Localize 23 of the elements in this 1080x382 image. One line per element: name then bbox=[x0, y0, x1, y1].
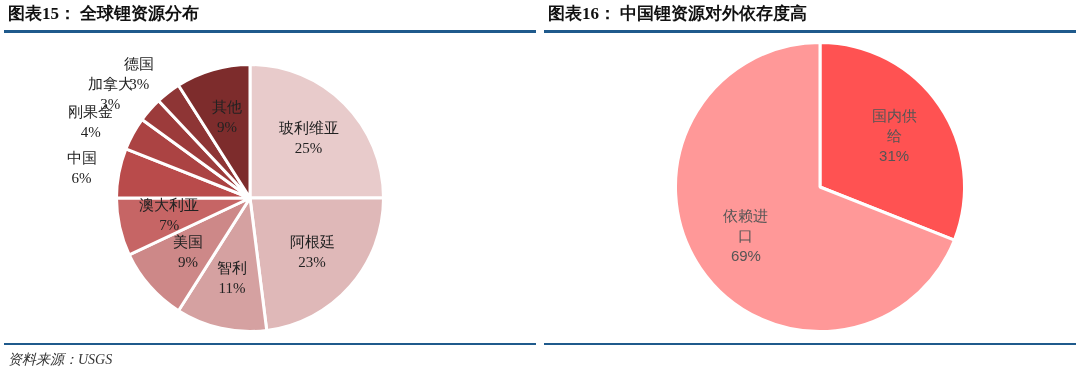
slice-label: 美国 bbox=[172, 233, 203, 250]
data-label: 6% bbox=[71, 169, 92, 186]
data-label: 7% bbox=[159, 216, 180, 233]
slice-label: 依赖进口 bbox=[723, 207, 769, 245]
data-label: 31% bbox=[879, 146, 910, 164]
data-label: 4% bbox=[80, 123, 101, 140]
slice-label: 玻利维亚 bbox=[278, 120, 339, 137]
slice-label: 澳大利亚 bbox=[139, 196, 200, 213]
slice-label: 德国 bbox=[124, 55, 155, 72]
chart-title: 图表16： 中国锂资源对外依存度高 bbox=[544, 0, 1076, 33]
slice-label: 其他 bbox=[211, 99, 242, 116]
slice-label: 阿根廷 bbox=[289, 233, 335, 250]
data-label: 25% bbox=[294, 140, 323, 157]
slice-label: 智利 bbox=[216, 259, 247, 276]
text: 资料来源：USGS bbox=[4, 343, 536, 373]
data-label: 23% bbox=[298, 253, 326, 270]
data-label: 69% bbox=[730, 247, 761, 265]
data-label: 9% bbox=[177, 253, 198, 270]
slice-label: 中国 bbox=[66, 149, 97, 166]
data-label: 9% bbox=[216, 119, 237, 136]
chart-title: 图表15： 全球锂资源分布 bbox=[4, 0, 536, 33]
data-label: 11% bbox=[218, 279, 246, 296]
slice-label: 国内供给 bbox=[871, 106, 917, 144]
